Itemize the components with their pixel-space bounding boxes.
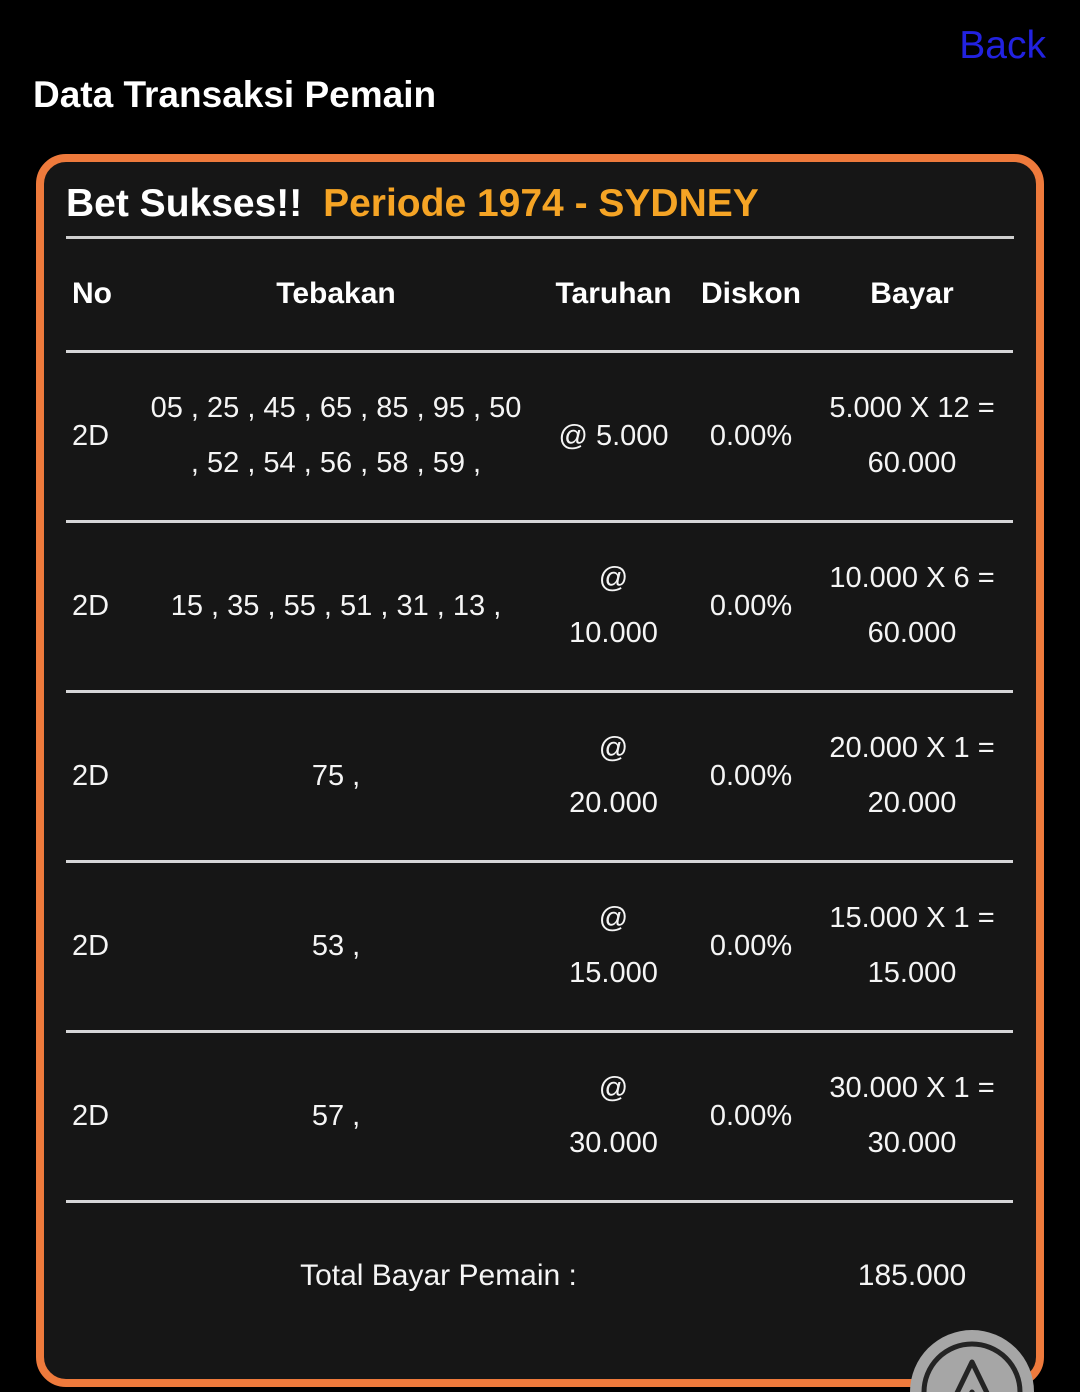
cell-no: 2D <box>66 691 136 863</box>
total-value: 185.000 <box>857 1258 967 1292</box>
col-header-bayar: Bayar <box>811 239 1013 353</box>
cell-diskon: 0.00% <box>691 351 811 523</box>
cell-taruhan: @ 30.000 <box>536 1031 691 1203</box>
chevron-up-icon <box>910 1330 1034 1392</box>
total-label: Total Bayar Pemain : <box>300 1258 577 1292</box>
back-link[interactable]: Back <box>959 24 1046 67</box>
cell-taruhan: @ 20.000 <box>536 691 691 863</box>
table-row: 2D 05 , 25 , 45 , 65 , 85 , 95 , 50 , 52… <box>66 351 1013 523</box>
col-header-diskon: Diskon <box>691 239 811 353</box>
table-row: 2D 53 , @ 15.000 0.00% 15.000 X 1 = 15.0… <box>66 861 1013 1033</box>
cell-diskon: 0.00% <box>691 521 811 693</box>
cell-no: 2D <box>66 1031 136 1203</box>
col-header-no: No <box>66 239 136 353</box>
cell-bayar: 30.000 X 1 = 30.000 <box>811 1031 1013 1203</box>
table-row: 2D 57 , @ 30.000 0.00% 30.000 X 1 = 30.0… <box>66 1031 1013 1203</box>
total-row: Total Bayar Pemain : 185.000 <box>66 1201 1013 1373</box>
page-title: Data Transaksi Pemain <box>33 74 437 115</box>
scroll-top-button[interactable] <box>908 1328 1036 1392</box>
cell-bayar: 15.000 X 1 = 15.000 <box>811 861 1013 1033</box>
col-header-taruhan: Taruhan <box>536 239 691 353</box>
cell-no: 2D <box>66 521 136 693</box>
bet-status-label: Bet Sukses!! <box>66 182 303 225</box>
cell-no: 2D <box>66 861 136 1033</box>
cell-tebakan: 15 , 35 , 55 , 51 , 31 , 13 , <box>136 521 536 693</box>
cell-taruhan: @ 5.000 <box>536 351 691 523</box>
cell-taruhan: @ 10.000 <box>536 521 691 693</box>
cell-tebakan: 75 , <box>136 691 536 863</box>
panel-heading: Bet Sukses!! Periode 1974 - SYDNEY <box>66 178 1014 230</box>
table-header-row: No Tebakan Taruhan Diskon Bayar <box>66 239 1013 353</box>
cell-bayar: 5.000 X 12 = 60.000 <box>811 351 1013 523</box>
cell-taruhan: @ 15.000 <box>536 861 691 1033</box>
col-header-tebakan: Tebakan <box>136 239 536 353</box>
cell-no: 2D <box>66 351 136 523</box>
cell-bayar: 20.000 X 1 = 20.000 <box>811 691 1013 863</box>
table-row: 2D 15 , 35 , 55 , 51 , 31 , 13 , @ 10.00… <box>66 521 1013 693</box>
cell-diskon: 0.00% <box>691 691 811 863</box>
transaction-panel: Bet Sukses!! Periode 1974 - SYDNEY No Te… <box>36 154 1044 1387</box>
top-bar: Back <box>0 0 1080 68</box>
period-label: Periode 1974 - SYDNEY <box>323 182 759 225</box>
cell-tebakan: 53 , <box>136 861 536 1033</box>
table-row: 2D 75 , @ 20.000 0.00% 20.000 X 1 = 20.0… <box>66 691 1013 863</box>
cell-diskon: 0.00% <box>691 861 811 1033</box>
heading-rule <box>66 236 1014 239</box>
cell-tebakan: 57 , <box>136 1031 536 1203</box>
cell-diskon: 0.00% <box>691 1031 811 1203</box>
cell-bayar: 10.000 X 6 = 60.000 <box>811 521 1013 693</box>
transactions-table: No Tebakan Taruhan Diskon Bayar 2D 05 , … <box>66 239 1013 1373</box>
cell-tebakan: 05 , 25 , 45 , 65 , 85 , 95 , 50 , 52 , … <box>136 351 536 523</box>
